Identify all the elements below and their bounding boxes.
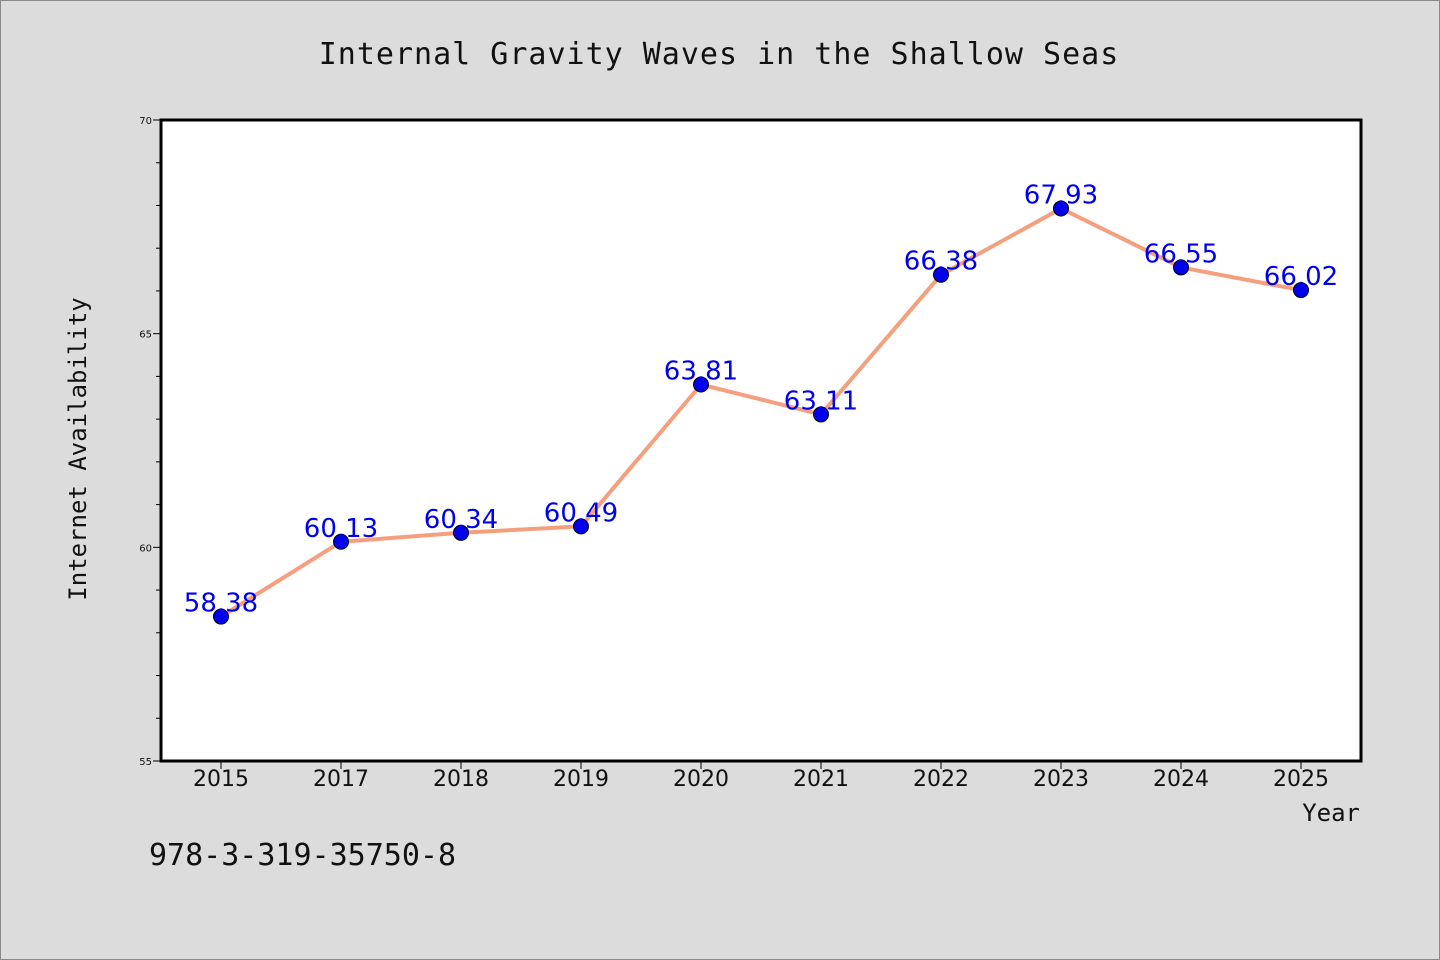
data-labels: 58.38 60.13 60.34 60.49 63.81 63.11 66.38 67.93…: [184, 180, 1338, 618]
data-point: [333, 533, 349, 550]
data-label: 66.55: [1144, 239, 1218, 269]
data-label: 60.34: [424, 505, 498, 535]
data-label: 63.81: [664, 357, 738, 387]
x-tick-label: 2022: [913, 767, 969, 792]
x-tick-label: 2024: [1153, 767, 1209, 792]
data-point: [693, 376, 709, 393]
y-tick-label: 70: [139, 116, 152, 127]
plot-area: [159, 118, 1363, 763]
x-tick-label: 2018: [433, 767, 489, 792]
y-axis-ticks: 55 60 65 70: [139, 116, 161, 768]
x-tick-label: 2023: [1033, 767, 1089, 792]
data-label: 60.49: [544, 498, 618, 528]
data-label: 63.11: [784, 386, 858, 416]
series-line: [219, 206, 1302, 619]
data-point: [1293, 282, 1309, 299]
series-markers: [213, 200, 1309, 625]
x-axis-ticks: 2015 2017 2018 2019 2020 2021 2022 2023 2024 2025: [193, 761, 1329, 792]
x-tick-label: 2025: [1273, 767, 1329, 792]
y-tick-label: 55: [139, 757, 152, 768]
data-point: [573, 518, 589, 535]
data-label: 66.02: [1264, 262, 1338, 292]
isbn-text: 978-3-319-35750-8: [149, 838, 456, 873]
x-tick-label: 2020: [673, 767, 729, 792]
data-label: 67.93: [1024, 180, 1098, 210]
x-axis-title: Year: [1302, 799, 1360, 827]
y-tick-label: 65: [139, 330, 152, 341]
data-point: [1053, 200, 1069, 217]
data-point: [813, 406, 829, 423]
data-point: [453, 524, 469, 541]
x-tick-label: 2021: [793, 767, 849, 792]
data-point: [1173, 259, 1189, 276]
x-tick-label: 2015: [193, 767, 249, 792]
data-point: [213, 608, 229, 625]
y-tick-label: 60: [139, 543, 152, 554]
data-label: 58.38: [184, 589, 258, 619]
data-label: 66.38: [904, 247, 978, 277]
x-tick-label: 2017: [313, 767, 369, 792]
data-label: 60.13: [304, 514, 378, 544]
y-axis-title: Internet Availability: [64, 297, 92, 600]
chart-title: Internal Gravity Waves in the Shallow Se…: [319, 37, 1120, 72]
data-point: [933, 266, 949, 283]
x-tick-label: 2019: [553, 767, 609, 792]
